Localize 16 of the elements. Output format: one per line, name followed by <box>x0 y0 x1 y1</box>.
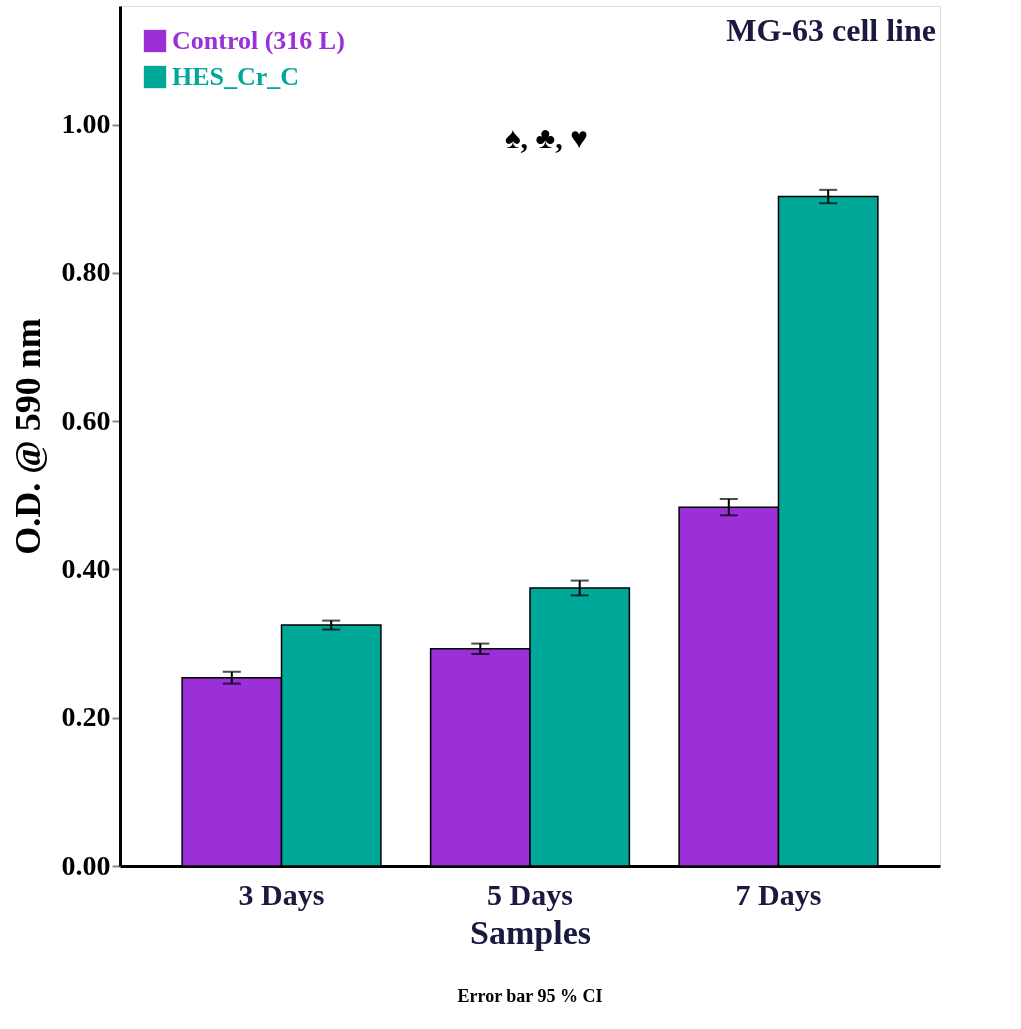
x-tick-label: 3 Days <box>238 877 325 911</box>
legend-label: HES_Cr_C <box>172 62 300 91</box>
y-tick-label: 1.00 <box>61 108 111 140</box>
chart-title: MG-63 cell line <box>726 12 936 48</box>
x-axis-title: Samples <box>470 913 591 951</box>
y-tick-label: 0.60 <box>61 404 111 436</box>
y-axis-title: O.D. @ 590 nm <box>7 318 48 555</box>
annotation: ♠, ♣, ♥ <box>504 121 589 155</box>
y-tick-label: 0.00 <box>61 849 111 881</box>
legend-label: Control (316 L) <box>172 26 345 55</box>
y-tick-label: 0.40 <box>61 552 111 584</box>
text: Error bar 95 % CI <box>457 986 603 1006</box>
x-tick-label: 5 Days <box>487 877 573 911</box>
y-tick-label: 0.20 <box>61 701 111 733</box>
x-tick-label: 7 Days <box>735 877 822 911</box>
y-tick-label: 0.80 <box>61 256 111 288</box>
